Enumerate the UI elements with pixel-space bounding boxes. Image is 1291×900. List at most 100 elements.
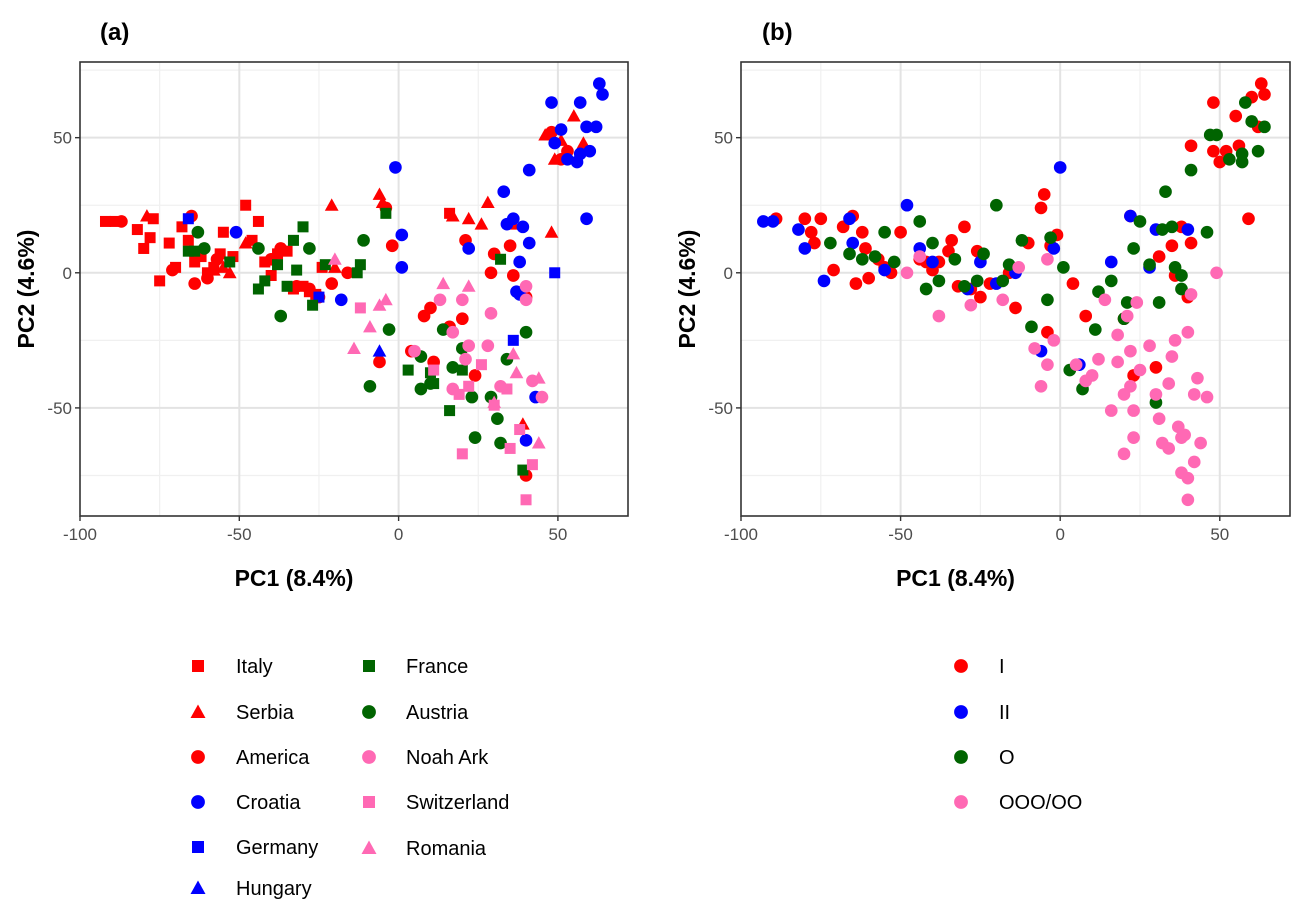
data-point-germany <box>182 213 194 225</box>
data-point-romania <box>461 279 476 292</box>
legend-panel-a: Italy Serbia America Croatia Germany Hungary F… <box>190 656 509 900</box>
legend-key-croatia <box>191 795 205 809</box>
legend-item-france: France <box>363 656 468 678</box>
data-point-o <box>948 252 962 266</box>
data-point-croatia <box>596 88 609 101</box>
data-point-i <box>1066 277 1080 290</box>
data-point-croatia <box>497 185 511 199</box>
data-point-ooo-oo <box>1098 293 1112 307</box>
data-point-serbia <box>566 109 581 122</box>
data-point-austria <box>465 390 479 404</box>
data-point-ooo-oo <box>1124 344 1137 358</box>
data-point-croatia <box>334 293 348 307</box>
data-point-france <box>402 364 414 376</box>
data-point-ii <box>792 223 805 236</box>
series-ooo-oo <box>900 250 1223 507</box>
data-point-ooo-oo <box>913 250 927 263</box>
data-point-austria <box>303 242 316 255</box>
data-point-ii <box>900 198 914 212</box>
data-point-italy <box>131 224 143 236</box>
legend-key-romania <box>361 840 377 854</box>
data-point-o <box>1165 220 1179 234</box>
data-point-ii <box>766 215 780 228</box>
data-point-ooo-oo <box>1124 379 1137 393</box>
data-point-italy <box>217 226 229 238</box>
data-point-ooo-oo <box>1127 431 1140 444</box>
data-point-italy <box>147 213 159 225</box>
legend-key-noah-ark <box>362 750 376 764</box>
data-point-i <box>855 225 869 239</box>
data-point-austria <box>436 323 450 336</box>
data-point-switzerland <box>456 448 468 460</box>
data-point-croatia <box>519 434 533 447</box>
legend-key-i <box>954 659 968 673</box>
data-point-o <box>913 215 927 228</box>
data-point-o <box>970 274 984 288</box>
data-point-ooo-oo <box>1041 358 1054 371</box>
data-point-i <box>1149 361 1163 374</box>
data-point-italy <box>444 207 456 219</box>
data-point-croatia <box>522 236 536 250</box>
data-point-croatia <box>580 120 593 134</box>
data-point-croatia <box>548 136 562 150</box>
legend-item-i: I <box>954 656 1005 678</box>
data-point-switzerland <box>463 380 475 392</box>
data-point-serbia <box>328 260 342 273</box>
data-point-italy <box>252 215 264 227</box>
data-point-i <box>1254 77 1268 90</box>
data-point-o <box>990 198 1003 212</box>
data-point-o <box>1251 144 1265 158</box>
data-point-austria <box>191 225 205 239</box>
data-point-romania <box>347 341 361 354</box>
data-point-america <box>456 312 469 326</box>
data-point-italy <box>144 232 156 244</box>
data-point-america <box>303 282 316 296</box>
data-point-ooo-oo <box>1117 447 1131 461</box>
data-point-ooo-oo <box>1181 471 1195 485</box>
y-axis-title: PC2 (4.6%) <box>13 230 39 349</box>
data-point-france <box>380 207 392 219</box>
series-romania <box>328 252 546 449</box>
legend-label: Romania <box>406 838 487 860</box>
y-tick-label: 50 <box>53 129 72 148</box>
data-point-romania <box>328 252 342 265</box>
data-point-ooo-oo <box>1181 325 1195 339</box>
data-point-o <box>1002 258 1016 272</box>
data-point-ooo-oo <box>1149 388 1163 401</box>
data-point-france <box>259 275 271 287</box>
data-point-switzerland <box>354 302 366 314</box>
data-point-ooo-oo <box>1181 493 1195 507</box>
data-point-o <box>1223 152 1236 166</box>
data-point-ooo-oo <box>1047 334 1061 347</box>
data-point-i <box>1009 301 1022 315</box>
data-point-romania <box>531 436 546 449</box>
x-tick-label: -50 <box>227 525 252 544</box>
data-point-italy <box>154 275 166 287</box>
data-point-i <box>1034 201 1048 215</box>
x-tick-label: -100 <box>63 525 97 544</box>
x-tick-label: 50 <box>1210 525 1229 544</box>
data-point-italy <box>99 215 111 227</box>
data-point-o <box>1235 147 1249 161</box>
data-point-o <box>1159 185 1172 199</box>
data-point-croatia <box>506 212 520 226</box>
legend-label: O <box>999 747 1015 769</box>
data-point-austria <box>414 382 428 396</box>
data-point-o <box>855 252 869 266</box>
data-point-austria <box>424 377 437 390</box>
data-point-o <box>1175 282 1188 296</box>
data-point-america <box>385 239 399 253</box>
data-point-america <box>506 269 520 282</box>
data-point-croatia <box>395 228 409 242</box>
data-point-o <box>977 247 990 261</box>
data-point-ii <box>798 242 812 255</box>
data-point-croatia <box>589 120 603 134</box>
data-point-austria <box>468 431 482 444</box>
data-point-i <box>945 234 958 247</box>
data-point-i <box>1258 88 1271 101</box>
data-point-i <box>1213 155 1227 169</box>
data-point-noah-ark <box>519 293 533 307</box>
data-point-serbia <box>222 265 237 279</box>
data-point-ooo-oo <box>1200 390 1214 404</box>
